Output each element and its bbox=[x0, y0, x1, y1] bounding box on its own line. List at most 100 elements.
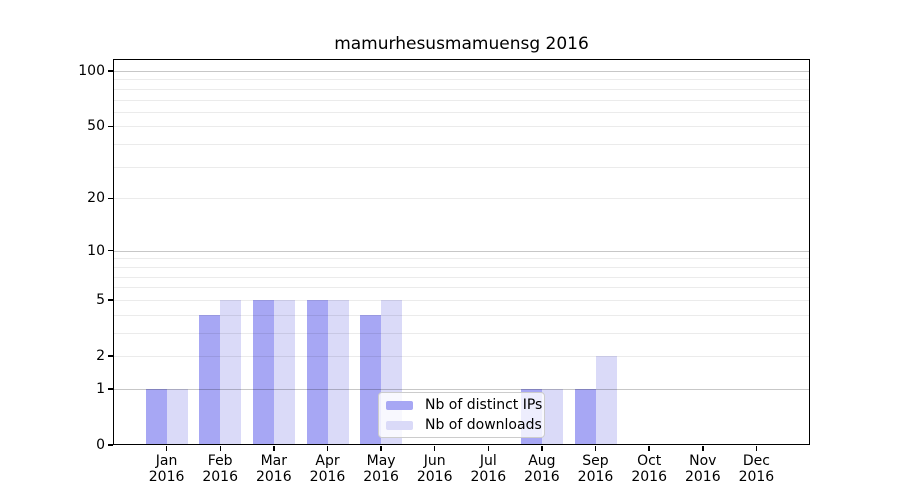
x-tick-mark bbox=[380, 446, 382, 451]
y-tick-mark bbox=[108, 197, 113, 199]
y-tick-label: 10 bbox=[87, 242, 105, 259]
gridline-minor bbox=[113, 198, 810, 200]
x-tick-mark bbox=[594, 446, 597, 451]
y-tick-mark bbox=[108, 388, 113, 390]
gridline-major bbox=[113, 71, 810, 72]
gridline-minor bbox=[113, 88, 810, 90]
x-tick-year: 2016 bbox=[202, 469, 238, 485]
legend-swatch-icon bbox=[386, 400, 413, 410]
x-tick-label: Jun 2016 bbox=[403, 453, 467, 485]
y-tick-mark bbox=[108, 125, 113, 128]
x-tick-label: Aug 2016 bbox=[510, 453, 574, 485]
legend-item-downloads: Nb of downloads bbox=[386, 417, 544, 433]
bar-distinct-ips bbox=[199, 314, 221, 445]
x-tick-label: Mar 2016 bbox=[242, 453, 306, 485]
gridline-minor bbox=[113, 99, 810, 101]
x-tick-label: Jul 2016 bbox=[456, 453, 520, 485]
bar-distinct-ips bbox=[306, 299, 328, 445]
y-tick-label: 5 bbox=[96, 291, 105, 308]
gridline-minor bbox=[113, 332, 810, 334]
gridline-minor bbox=[113, 166, 810, 168]
x-tick-year: 2016 bbox=[631, 469, 667, 485]
bar-downloads bbox=[327, 299, 349, 445]
bar-distinct-ips bbox=[252, 299, 274, 445]
gridline-major bbox=[113, 388, 810, 390]
x-tick-label: Feb 2016 bbox=[188, 453, 252, 485]
legend-item-label: Nb of distinct IPs bbox=[425, 397, 543, 413]
y-tick-mark bbox=[108, 70, 113, 72]
x-tick-mark bbox=[541, 446, 543, 451]
legend-item-distinct-ips: Nb of distinct IPs bbox=[386, 397, 544, 413]
x-tick-year: 2016 bbox=[470, 469, 507, 485]
x-tick-mark bbox=[648, 446, 650, 451]
bar-downloads bbox=[220, 299, 242, 445]
y-tick-label: 20 bbox=[87, 190, 105, 207]
y-tick-label: 100 bbox=[78, 63, 105, 79]
gridline-minor bbox=[113, 276, 810, 278]
gridline-minor bbox=[113, 144, 810, 146]
bar-downloads bbox=[541, 388, 563, 445]
x-tick-label: Oct 2016 bbox=[617, 453, 681, 485]
gridline-minor bbox=[113, 126, 810, 128]
x-tick-year: 2016 bbox=[684, 469, 721, 485]
x-tick-month: Dec bbox=[742, 453, 770, 469]
x-tick-year: 2016 bbox=[416, 469, 453, 485]
x-tick-year: 2016 bbox=[524, 469, 560, 485]
y-tick-mark bbox=[108, 299, 113, 301]
x-tick-label: Apr 2016 bbox=[296, 453, 360, 485]
legend: Nb of distinct IPs Nb of downloads bbox=[378, 392, 545, 438]
x-tick-mark bbox=[273, 446, 275, 451]
x-tick-month: Jun bbox=[423, 453, 446, 469]
plot-area bbox=[113, 59, 810, 445]
legend-item-label: Nb of downloads bbox=[425, 417, 542, 433]
x-tick-mark bbox=[219, 446, 221, 451]
x-tick-mark bbox=[755, 446, 758, 451]
x-tick-label: Jan 2016 bbox=[135, 453, 199, 485]
x-tick-mark bbox=[165, 446, 168, 451]
gridline-minor bbox=[113, 111, 810, 113]
bar-downloads bbox=[595, 356, 617, 445]
y-tick-mark bbox=[108, 444, 113, 446]
y-tick-mark bbox=[108, 249, 113, 252]
x-tick-year: 2016 bbox=[738, 469, 775, 485]
x-tick-year: 2016 bbox=[255, 469, 292, 485]
x-tick-mark bbox=[326, 446, 329, 451]
x-tick-month: Aug bbox=[528, 453, 556, 469]
bar-distinct-ips bbox=[360, 314, 382, 445]
x-tick-label: Dec 2016 bbox=[724, 453, 788, 485]
x-tick-month: Feb bbox=[207, 453, 233, 469]
legend-swatch-icon bbox=[386, 420, 413, 430]
x-tick-mark bbox=[487, 446, 490, 451]
gridline-minor bbox=[113, 258, 810, 260]
x-tick-label: Sep 2016 bbox=[564, 453, 628, 485]
bar-distinct-ips bbox=[145, 388, 167, 445]
y-tick-mark bbox=[108, 355, 113, 357]
y-tick-label: 2 bbox=[96, 348, 105, 364]
gridline-minor bbox=[113, 79, 810, 81]
bar-downloads bbox=[166, 388, 188, 445]
x-tick-year: 2016 bbox=[309, 469, 346, 485]
x-tick-mark bbox=[433, 446, 436, 451]
x-tick-mark bbox=[702, 446, 704, 451]
x-tick-month: Apr bbox=[315, 453, 340, 469]
x-tick-year: 2016 bbox=[148, 469, 185, 485]
gridline-minor bbox=[113, 356, 810, 357]
x-tick-year: 2016 bbox=[363, 469, 399, 485]
x-tick-month: May bbox=[366, 453, 396, 469]
x-tick-month: Jul bbox=[479, 453, 497, 469]
y-tick-label: 0 bbox=[96, 437, 105, 453]
x-tick-month: Nov bbox=[689, 453, 717, 469]
x-tick-month: Oct bbox=[637, 453, 662, 469]
y-tick-label: 1 bbox=[96, 380, 105, 397]
gridline-minor bbox=[113, 314, 810, 316]
x-tick-label: May 2016 bbox=[349, 453, 413, 485]
x-tick-month: Mar bbox=[260, 453, 287, 469]
x-tick-label: Nov 2016 bbox=[671, 453, 735, 485]
chart-title: mamurhesusmamuensg 2016 bbox=[334, 34, 589, 54]
bar-distinct-ips bbox=[574, 388, 596, 445]
bar-downloads bbox=[273, 299, 295, 445]
x-tick-month: Jan bbox=[155, 453, 178, 469]
gridline-minor bbox=[113, 287, 810, 289]
gridline-major bbox=[113, 250, 810, 252]
